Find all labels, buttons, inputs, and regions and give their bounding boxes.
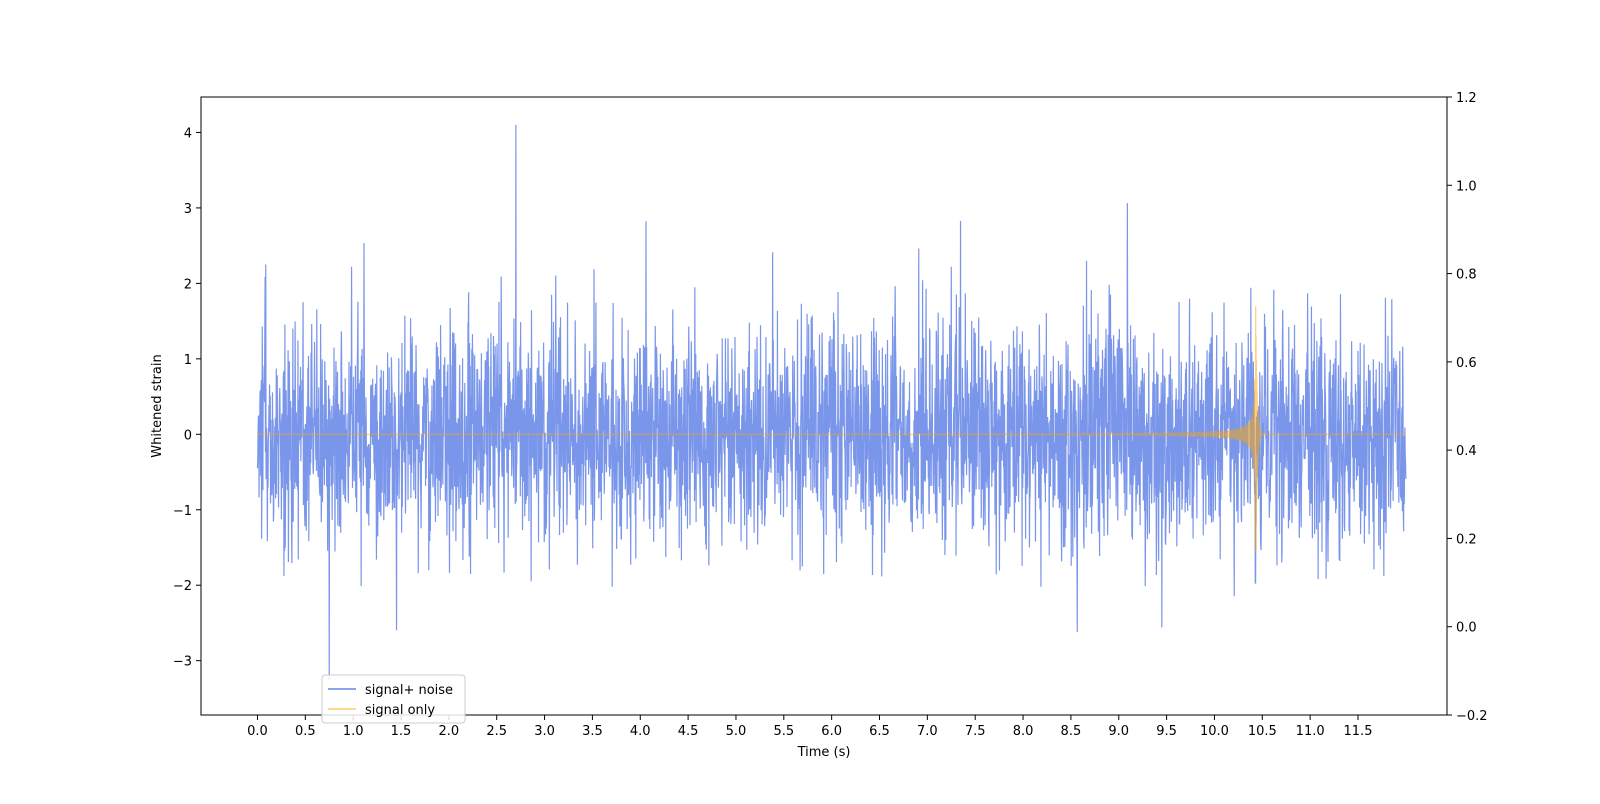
legend: signal+ noise signal only <box>321 674 466 724</box>
y-tick-label: 1 <box>184 353 192 368</box>
y2-tick-label: 0.8 <box>1456 268 1477 283</box>
x-tick-label: 2.0 <box>439 724 460 739</box>
plot-frame <box>200 96 1448 716</box>
y-tick-label: 0 <box>184 428 192 443</box>
x-tick-label: 5.0 <box>726 724 747 739</box>
y-tick-label: −2 <box>173 579 192 594</box>
legend-label-signal-noise: signal+ noise <box>365 683 453 698</box>
signal-noise-series <box>256 124 1407 680</box>
y2-tick-label: 0.2 <box>1456 532 1477 547</box>
x-axis: 0.0 0.5 1.0 1.5 2.0 2.5 3.0 3.5 4.0 4.5 5.0 5.5 6.0 6… <box>247 715 1372 739</box>
y2-tick-label: 1.0 <box>1456 179 1477 194</box>
x-tick-label: 8.0 <box>1013 724 1034 739</box>
x-tick-label: 10.5 <box>1248 724 1277 739</box>
x-tick-label: 5.5 <box>773 724 794 739</box>
x-tick-label: 11.0 <box>1296 724 1325 739</box>
x-tick-label: 11.5 <box>1344 724 1373 739</box>
x-tick-label: 9.0 <box>1108 724 1129 739</box>
signal-only-line <box>257 306 1406 552</box>
x-tick-label: 0.5 <box>295 724 316 739</box>
x-tick-label: 3.0 <box>534 724 555 739</box>
x-tick-label: 2.5 <box>486 724 507 739</box>
x-tick-label: 9.5 <box>1156 724 1177 739</box>
x-tick-label: 4.0 <box>630 724 651 739</box>
y2-tick-label: 0.4 <box>1456 444 1477 459</box>
x-tick-label: 7.0 <box>917 724 938 739</box>
y-axis-left: −3 −2 −1 0 1 2 3 4 <box>173 126 201 670</box>
x-tick-label: 6.0 <box>821 724 842 739</box>
y2-tick-label: 0.6 <box>1456 356 1477 371</box>
y-tick-label: 3 <box>184 202 192 217</box>
y2-tick-label: −0.2 <box>1456 709 1488 724</box>
x-tick-label: 8.5 <box>1061 724 1082 739</box>
y2-tick-label: 1.2 <box>1456 91 1477 106</box>
signal-noise-line <box>256 124 1407 680</box>
signal-only-series <box>257 306 1406 552</box>
y2-tick-label: 0.0 <box>1456 621 1477 636</box>
y-axis-label: Whitened strain <box>150 354 165 457</box>
x-tick-label: 10.0 <box>1200 724 1229 739</box>
legend-label-signal-only: signal only <box>365 703 435 718</box>
x-tick-label: 6.5 <box>869 724 890 739</box>
x-tick-label: 7.5 <box>965 724 986 739</box>
y-tick-label: 4 <box>184 126 192 141</box>
x-tick-label: 1.0 <box>343 724 364 739</box>
legend-frame <box>321 674 466 724</box>
x-axis-label: Time (s) <box>797 745 851 760</box>
x-tick-label: 3.5 <box>582 724 603 739</box>
y-axis-right: −0.2 0.0 0.2 0.4 0.6 0.8 1.0 1.2 <box>1447 91 1488 724</box>
y-tick-label: −3 <box>173 655 192 670</box>
x-tick-label: 0.0 <box>247 724 268 739</box>
x-tick-label: 1.5 <box>391 724 412 739</box>
x-tick-label: 4.5 <box>678 724 699 739</box>
y-tick-label: 2 <box>184 277 192 292</box>
y-tick-label: −1 <box>173 504 192 519</box>
